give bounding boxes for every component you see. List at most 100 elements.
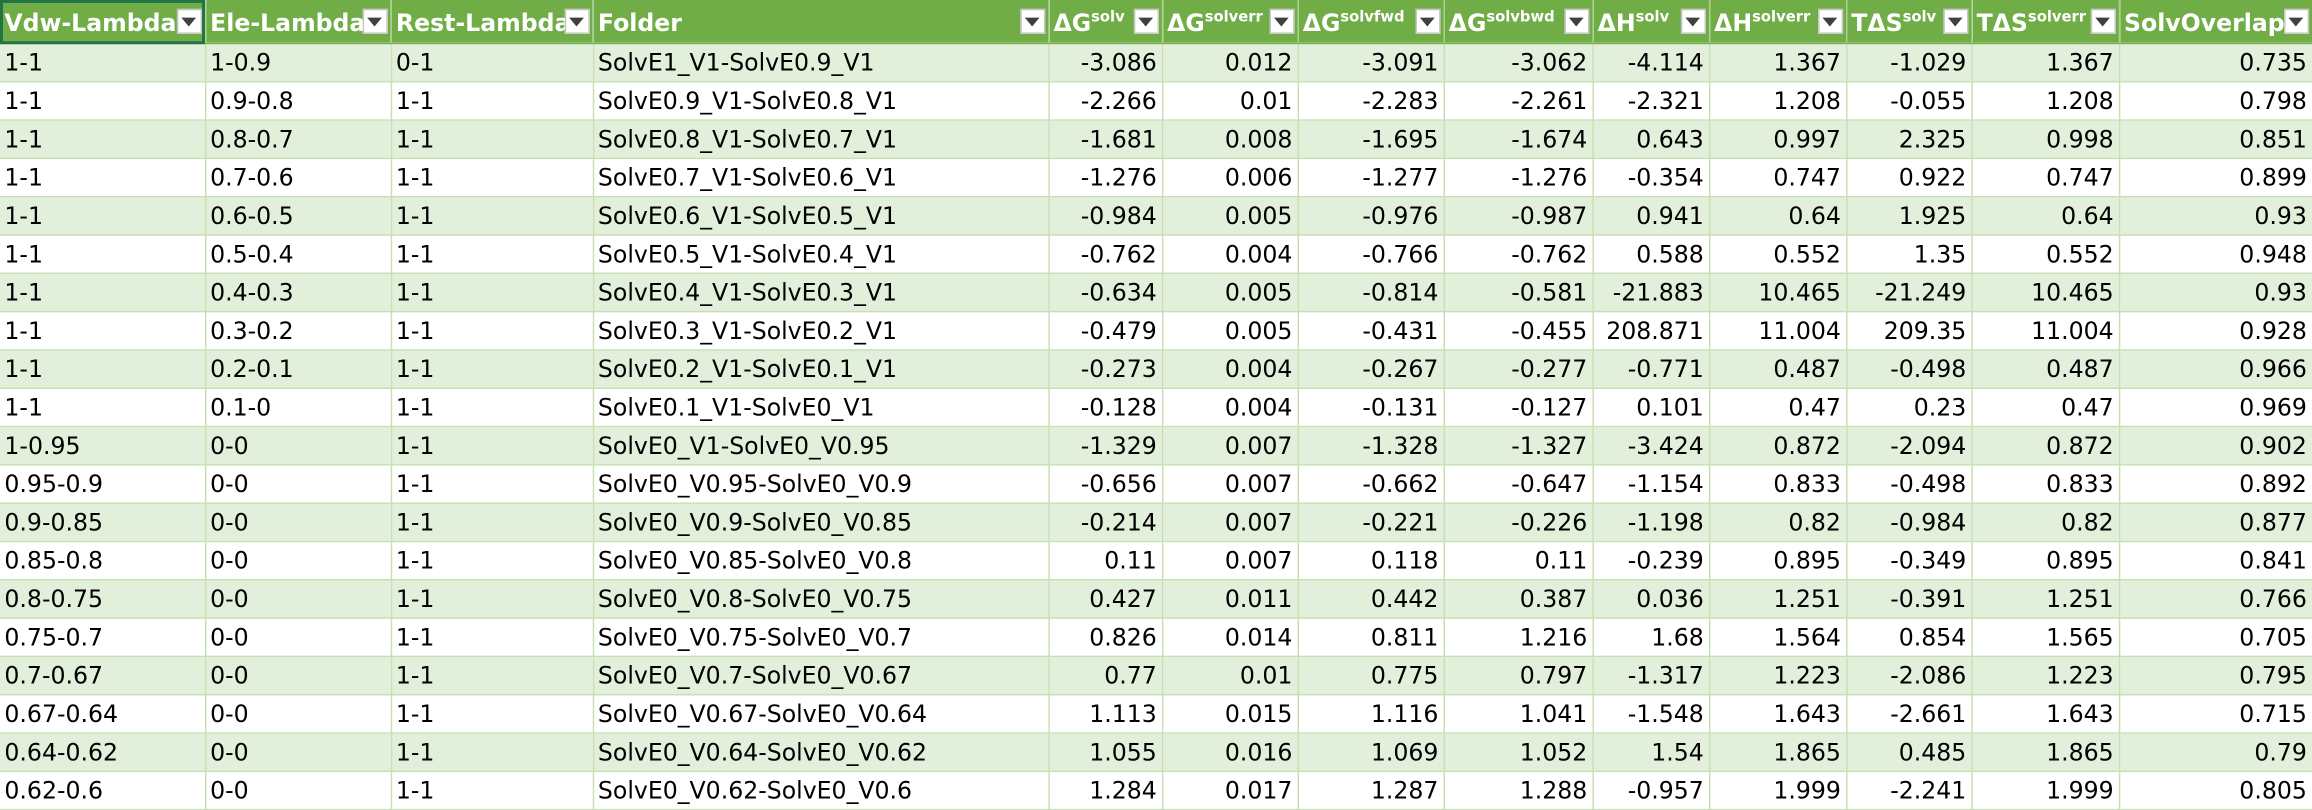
- table-cell[interactable]: 1-1: [0, 235, 206, 275]
- table-cell[interactable]: -0.662: [1297, 464, 1445, 504]
- table-cell[interactable]: -0.498: [1846, 349, 1973, 389]
- table-cell[interactable]: 1-1: [390, 311, 594, 351]
- table-cell[interactable]: 0.851: [2118, 120, 2312, 160]
- table-cell[interactable]: 0-0: [204, 656, 392, 696]
- table-cell[interactable]: SolvE0.1_V1-SolvE0_V1: [592, 388, 1050, 428]
- table-cell[interactable]: SolvE0.2_V1-SolvE0.1_V1: [592, 349, 1050, 389]
- table-cell[interactable]: 0.7-0.67: [0, 656, 206, 696]
- filter-dropdown-button[interactable]: [361, 8, 388, 34]
- filter-dropdown-button[interactable]: [2090, 8, 2116, 34]
- table-cell[interactable]: 0.014: [1161, 618, 1299, 658]
- table-cell[interactable]: 0.795: [2118, 656, 2312, 696]
- table-cell[interactable]: 1-1: [390, 388, 594, 428]
- filter-dropdown-button[interactable]: [563, 8, 590, 34]
- table-cell[interactable]: 1.999: [1971, 771, 2120, 810]
- table-cell[interactable]: 0.6-0.5: [204, 196, 392, 236]
- column-header[interactable]: ΔGsolvfwd: [1297, 0, 1445, 45]
- table-cell[interactable]: 1-1: [0, 349, 206, 389]
- table-cell[interactable]: 0.892: [2118, 464, 2312, 504]
- table-cell[interactable]: 0.805: [2118, 771, 2312, 810]
- column-header[interactable]: ΔHsolv: [1592, 0, 1710, 45]
- table-cell[interactable]: 1-1: [390, 349, 594, 389]
- table-cell[interactable]: 1.865: [1708, 733, 1847, 773]
- table-cell[interactable]: 1-1: [390, 273, 594, 313]
- table-cell[interactable]: 0.766: [2118, 579, 2312, 619]
- table-cell[interactable]: 1-1: [390, 426, 594, 466]
- table-cell[interactable]: -3.086: [1048, 43, 1163, 83]
- filter-dropdown-button[interactable]: [1019, 8, 1045, 34]
- column-header[interactable]: ΔGsolverr: [1161, 0, 1299, 45]
- table-cell[interactable]: SolvE0_V0.64-SolvE0_V0.62: [592, 733, 1050, 773]
- table-cell[interactable]: -0.976: [1297, 196, 1445, 236]
- table-cell[interactable]: -0.391: [1846, 579, 1973, 619]
- table-cell[interactable]: 0.854: [1846, 618, 1973, 658]
- table-cell[interactable]: -0.431: [1297, 311, 1445, 351]
- filter-dropdown-button[interactable]: [1563, 8, 1589, 34]
- column-header[interactable]: ΔHsolverr: [1708, 0, 1847, 45]
- table-cell[interactable]: 0.442: [1297, 579, 1445, 619]
- table-cell[interactable]: 1-1: [390, 694, 594, 734]
- table-cell[interactable]: 0.485: [1846, 733, 1973, 773]
- table-cell[interactable]: 0.62-0.6: [0, 771, 206, 810]
- table-cell[interactable]: 0.487: [1971, 349, 2120, 389]
- table-cell[interactable]: -0.656: [1048, 464, 1163, 504]
- table-cell[interactable]: 208.871: [1592, 311, 1710, 351]
- table-cell[interactable]: 0.64: [1971, 196, 2120, 236]
- table-cell[interactable]: 0.8-0.7: [204, 120, 392, 160]
- table-cell[interactable]: 1-1: [0, 388, 206, 428]
- table-cell[interactable]: 10.465: [1708, 273, 1847, 313]
- table-cell[interactable]: 0.007: [1161, 426, 1299, 466]
- table-cell[interactable]: 0.588: [1592, 235, 1710, 275]
- table-cell[interactable]: 0.998: [1971, 120, 2120, 160]
- table-cell[interactable]: 0.747: [1971, 158, 2120, 198]
- column-header[interactable]: SolvOverlap: [2118, 0, 2312, 45]
- column-header[interactable]: TΔSsolv: [1846, 0, 1973, 45]
- table-cell[interactable]: -0.273: [1048, 349, 1163, 389]
- table-cell[interactable]: -0.498: [1846, 464, 1973, 504]
- table-cell[interactable]: 0.487: [1708, 349, 1847, 389]
- table-cell[interactable]: SolvE0.4_V1-SolvE0.3_V1: [592, 273, 1050, 313]
- table-cell[interactable]: 1-1: [0, 196, 206, 236]
- table-cell[interactable]: 0.922: [1846, 158, 1973, 198]
- filter-dropdown-button[interactable]: [1942, 8, 1968, 34]
- table-cell[interactable]: -0.581: [1443, 273, 1594, 313]
- table-cell[interactable]: 1.35: [1846, 235, 1973, 275]
- table-cell[interactable]: 1-1: [390, 541, 594, 581]
- table-cell[interactable]: 0.735: [2118, 43, 2312, 83]
- table-cell[interactable]: 1.251: [1708, 579, 1847, 619]
- table-cell[interactable]: 0.798: [2118, 81, 2312, 121]
- table-cell[interactable]: 0.9-0.85: [0, 503, 206, 543]
- column-header[interactable]: Vdw-Lambda: [0, 0, 206, 45]
- table-cell[interactable]: SolvE0.5_V1-SolvE0.4_V1: [592, 235, 1050, 275]
- table-cell[interactable]: -0.277: [1443, 349, 1594, 389]
- table-cell[interactable]: -0.987: [1443, 196, 1594, 236]
- column-header[interactable]: Folder: [592, 0, 1050, 45]
- table-cell[interactable]: 1-1: [390, 81, 594, 121]
- table-cell[interactable]: 0.93: [2118, 273, 2312, 313]
- table-cell[interactable]: 1.216: [1443, 618, 1594, 658]
- table-cell[interactable]: 1-1: [390, 618, 594, 658]
- table-cell[interactable]: 1.223: [1971, 656, 2120, 696]
- table-cell[interactable]: -1.317: [1592, 656, 1710, 696]
- table-cell[interactable]: 0.811: [1297, 618, 1445, 658]
- table-cell[interactable]: 0.64: [1708, 196, 1847, 236]
- table-cell[interactable]: 0-0: [204, 464, 392, 504]
- table-cell[interactable]: -0.455: [1443, 311, 1594, 351]
- table-cell[interactable]: 0.643: [1592, 120, 1710, 160]
- table-cell[interactable]: 0.85-0.8: [0, 541, 206, 581]
- table-cell[interactable]: -0.771: [1592, 349, 1710, 389]
- table-cell[interactable]: 1.208: [1708, 81, 1847, 121]
- table-cell[interactable]: 0.82: [1708, 503, 1847, 543]
- table-cell[interactable]: 0.826: [1048, 618, 1163, 658]
- table-cell[interactable]: 0.23: [1846, 388, 1973, 428]
- table-cell[interactable]: -1.276: [1048, 158, 1163, 198]
- table-cell[interactable]: SolvE1_V1-SolvE0.9_V1: [592, 43, 1050, 83]
- table-cell[interactable]: -1.695: [1297, 120, 1445, 160]
- table-cell[interactable]: -1.277: [1297, 158, 1445, 198]
- table-cell[interactable]: -0.349: [1846, 541, 1973, 581]
- table-cell[interactable]: -2.094: [1846, 426, 1973, 466]
- table-cell[interactable]: 0.101: [1592, 388, 1710, 428]
- table-cell[interactable]: -2.261: [1443, 81, 1594, 121]
- table-cell[interactable]: SolvE0_V0.67-SolvE0_V0.64: [592, 694, 1050, 734]
- table-cell[interactable]: 0.902: [2118, 426, 2312, 466]
